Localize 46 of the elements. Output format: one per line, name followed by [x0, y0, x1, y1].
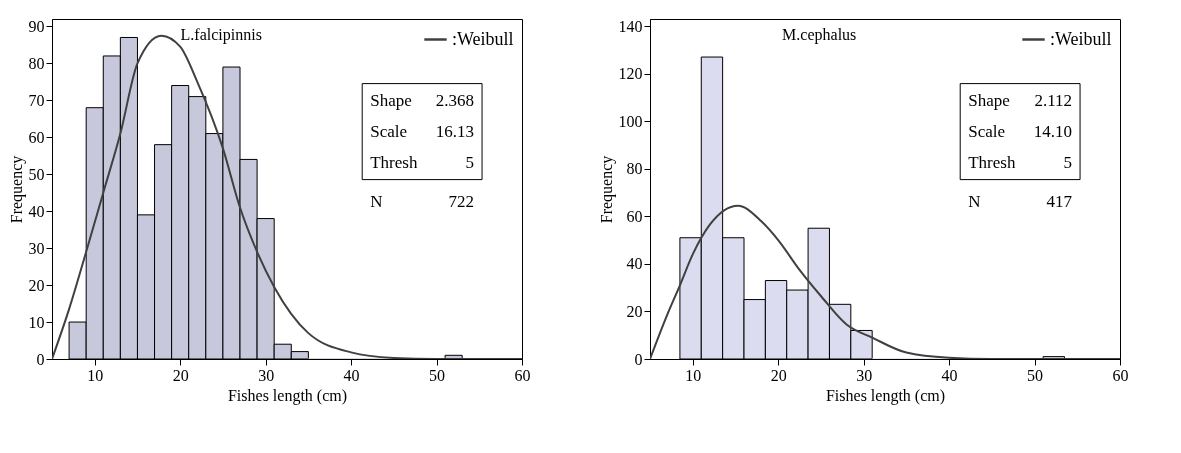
x-tick-label: 50: [1027, 366, 1044, 384]
text: Thresh 5: [370, 152, 475, 172]
y-tick-label: 100: [618, 112, 643, 130]
y-tick-label: 20: [626, 302, 643, 320]
y-tick-label: 0: [36, 350, 45, 368]
text: Shape 2.368: [370, 90, 475, 110]
y-tick-label: 0: [634, 350, 643, 368]
y-tick-label: 80: [28, 54, 45, 72]
text: Thresh 5: [968, 152, 1073, 172]
text: N 722: [370, 191, 475, 211]
x-tick-label: 20: [770, 366, 787, 384]
x-tick-label: 50: [429, 366, 446, 384]
text: Scale 16.13: [370, 121, 475, 141]
x-tick-label: 10: [87, 366, 104, 384]
y-tick-label: 70: [28, 91, 45, 109]
legend-label: :Weibull: [1050, 28, 1112, 49]
y-tick-label: 60: [28, 128, 45, 146]
y-tick-label: 80: [626, 160, 643, 178]
text: N 417: [968, 191, 1073, 211]
y-tick-label: 120: [618, 65, 643, 83]
x-tick-label: 10: [685, 366, 702, 384]
y-axis-title: Frequency: [7, 155, 26, 224]
y-tick-label: 140: [618, 17, 643, 35]
y-tick-label: 50: [28, 165, 45, 183]
y-tick-label: 60: [626, 207, 643, 225]
y-tick-label: 40: [28, 202, 45, 220]
x-tick-label: 60: [514, 366, 531, 384]
y-tick-label: 10: [28, 313, 45, 331]
legend-label: :Weibull: [452, 28, 514, 49]
y-tick-label: 20: [28, 276, 45, 294]
y-axis-title: Frequency: [597, 155, 616, 224]
x-tick-label: 20: [172, 366, 189, 384]
text: Shape 2.112: [968, 90, 1073, 110]
x-tick-label: 30: [258, 366, 275, 384]
x-tick-label: 40: [343, 366, 360, 384]
y-tick-label: 90: [28, 17, 45, 35]
x-tick-label: 60: [1112, 366, 1129, 384]
y-tick-label: 40: [626, 255, 643, 273]
x-axis-title: Fishes length (cm): [825, 386, 946, 405]
x-tick-label: 40: [941, 366, 958, 384]
y-tick-label: 30: [28, 239, 45, 257]
chart-title: L.falcipinnis: [180, 26, 262, 44]
x-tick-label: 30: [856, 366, 873, 384]
chart-title: M.cephalus: [782, 26, 857, 44]
x-axis-title: Fishes length (cm): [227, 386, 348, 405]
text: Scale 14.10: [968, 121, 1073, 141]
